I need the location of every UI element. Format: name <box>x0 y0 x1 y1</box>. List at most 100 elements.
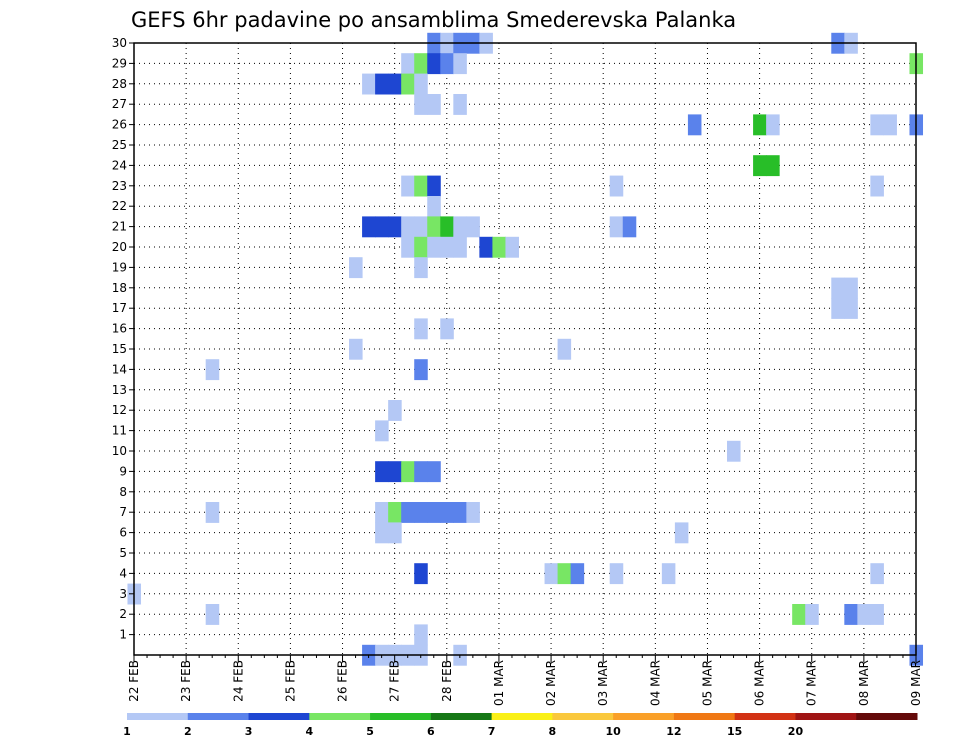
heatmap-cell <box>414 359 428 381</box>
heatmap-cell <box>414 236 428 258</box>
heatmap-cell <box>401 53 415 75</box>
y-tick-label: 15 <box>112 342 127 356</box>
heatmap-cell <box>544 563 559 585</box>
y-tick-label: 3 <box>119 587 127 601</box>
heatmap-cell <box>479 236 493 258</box>
heatmap-cell <box>557 563 572 585</box>
grid <box>133 42 917 655</box>
heatmap-cell <box>622 216 637 238</box>
heatmap-cell <box>375 502 389 523</box>
heatmap-cell <box>427 502 441 523</box>
heatmap-cell <box>414 94 428 115</box>
y-tick-label: 25 <box>112 138 127 152</box>
x-axis: 22 FEB 23 FEB 24 FEB 25 FEB 26 FEB 27 FEB 28 F… <box>127 655 923 706</box>
heatmap-cell <box>205 604 220 625</box>
heatmap-cell <box>505 236 519 258</box>
heatmap-cell <box>753 155 767 177</box>
heatmap-cell <box>414 318 428 340</box>
colorbar-label: 5 <box>366 725 374 738</box>
x-tick-label: 25 FEB <box>283 660 297 702</box>
heatmap-cell <box>753 114 767 136</box>
x-tick-label: 05 MAR <box>700 660 714 706</box>
heatmap-cell <box>414 73 428 95</box>
x-tick-label: 22 FEB <box>127 660 141 702</box>
heatmap-cell <box>427 175 441 197</box>
heatmap-cell <box>792 604 806 625</box>
y-tick-label: 19 <box>112 260 127 274</box>
colorbar-label: 20 <box>788 725 804 738</box>
x-tick-label: 26 FEB <box>336 660 350 702</box>
heatmap-cell <box>388 522 402 544</box>
heatmap-cell <box>388 461 402 483</box>
heatmap-cell <box>375 522 389 544</box>
heatmap-cell <box>674 522 689 544</box>
heatmap-cell <box>427 94 441 115</box>
y-tick-label: 4 <box>119 566 127 580</box>
heatmap-cell <box>609 216 624 238</box>
heatmap-cell <box>414 175 428 197</box>
colorbar-label: 10 <box>605 725 621 738</box>
x-tick-label: 03 MAR <box>596 660 610 706</box>
colorbar-swatch <box>613 713 675 720</box>
heatmap-cell <box>870 114 884 136</box>
heatmap-cell <box>375 73 389 95</box>
heatmap-cell <box>492 236 506 258</box>
colorbar-label: 12 <box>666 725 681 738</box>
colorbar-swatch <box>309 713 371 720</box>
heatmap-cell <box>453 502 467 523</box>
heatmap-cell <box>766 155 780 177</box>
y-tick-label: 23 <box>112 179 127 193</box>
colorbar-swatch <box>430 713 493 720</box>
heatmap-cell <box>687 114 702 136</box>
colorbar-swatch <box>856 713 918 720</box>
heatmap-cell <box>375 461 389 483</box>
heatmap-cell <box>440 502 454 523</box>
y-tick-label: 22 <box>112 199 127 213</box>
heatmap-cell <box>440 216 454 238</box>
heatmap-cell <box>557 338 572 360</box>
heatmap-cell <box>453 53 467 75</box>
data-cells <box>127 32 924 666</box>
heatmap-cell <box>844 604 858 625</box>
colorbar-label: 8 <box>549 725 557 738</box>
heatmap-cell <box>414 216 428 238</box>
y-tick-label: 17 <box>112 301 127 315</box>
heatmap-cell <box>427 196 441 217</box>
heatmap-cell <box>831 277 845 299</box>
colorbar-swatch <box>127 713 189 720</box>
heatmap-cell <box>401 236 415 258</box>
heatmap-cell <box>205 359 220 381</box>
colorbar-label: 7 <box>488 725 496 738</box>
y-axis: 1234567891011121314151617181920212223242… <box>112 36 134 642</box>
y-tick-label: 2 <box>119 607 127 621</box>
heatmap-cell <box>466 502 480 523</box>
colorbar-label: 2 <box>184 725 192 738</box>
heatmap-cell <box>427 216 441 238</box>
colorbar-swatch <box>734 713 796 720</box>
heatmap-cell <box>466 216 480 238</box>
y-tick-label: 12 <box>112 403 127 417</box>
y-tick-label: 26 <box>112 118 127 132</box>
heatmap-cell <box>844 298 858 319</box>
colorbar: 1 2 3 4 5 6 7 8 10 12 15 20 <box>123 713 918 738</box>
colorbar-label: 1 <box>123 725 131 738</box>
y-tick-label: 16 <box>112 322 127 336</box>
colorbar-swatch <box>552 713 614 720</box>
colorbar-swatch <box>248 713 310 720</box>
y-tick-label: 7 <box>119 505 127 519</box>
y-tick-label: 27 <box>112 97 127 111</box>
heatmap-cell <box>609 175 624 197</box>
heatmap-cell <box>427 53 441 75</box>
heatmap-cell <box>205 502 220 523</box>
y-tick-label: 8 <box>119 485 127 499</box>
y-tick-label: 11 <box>112 424 127 438</box>
y-tick-label: 24 <box>112 158 127 172</box>
heatmap-cell <box>401 73 415 95</box>
x-tick-label: 24 FEB <box>231 660 245 702</box>
x-tick-label: 02 MAR <box>544 660 558 706</box>
x-tick-label: 08 MAR <box>857 660 871 706</box>
heatmap-cell <box>414 257 428 279</box>
x-tick-label: 09 MAR <box>909 660 923 706</box>
heatmap-cell <box>453 94 467 115</box>
